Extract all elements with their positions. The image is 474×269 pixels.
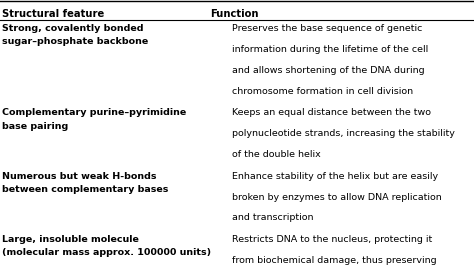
Text: Strong, covalently bonded: Strong, covalently bonded xyxy=(2,24,144,33)
Text: broken by enzymes to allow DNA replication: broken by enzymes to allow DNA replicati… xyxy=(232,193,442,201)
Text: chromosome formation in cell division: chromosome formation in cell division xyxy=(232,87,413,96)
Text: polynucleotide strands, increasing the stability: polynucleotide strands, increasing the s… xyxy=(232,129,455,138)
Text: information during the lifetime of the cell: information during the lifetime of the c… xyxy=(232,45,428,54)
Text: Structural feature: Structural feature xyxy=(2,9,104,19)
Text: and transcription: and transcription xyxy=(232,214,313,222)
Text: Enhance stability of the helix but are easily: Enhance stability of the helix but are e… xyxy=(232,172,438,180)
Text: between complementary bases: between complementary bases xyxy=(2,185,168,194)
Text: from biochemical damage, thus preserving: from biochemical damage, thus preserving xyxy=(232,256,437,265)
Text: Restricts DNA to the nucleus, protecting it: Restricts DNA to the nucleus, protecting… xyxy=(232,235,432,244)
Text: of the double helix: of the double helix xyxy=(232,150,321,159)
Text: base pairing: base pairing xyxy=(2,122,68,131)
Text: Keeps an equal distance between the two: Keeps an equal distance between the two xyxy=(232,108,431,117)
Text: Numerous but weak H-bonds: Numerous but weak H-bonds xyxy=(2,172,156,180)
Text: Large, insoluble molecule: Large, insoluble molecule xyxy=(2,235,139,244)
Text: Preserves the base sequence of genetic: Preserves the base sequence of genetic xyxy=(232,24,422,33)
Text: and allows shortening of the DNA during: and allows shortening of the DNA during xyxy=(232,66,425,75)
Text: (molecular mass approx. 100000 units): (molecular mass approx. 100000 units) xyxy=(2,249,211,257)
Text: Function: Function xyxy=(210,9,258,19)
Text: Complementary purine–pyrimidine: Complementary purine–pyrimidine xyxy=(2,108,186,117)
Text: sugar–phosphate backbone: sugar–phosphate backbone xyxy=(2,37,148,47)
